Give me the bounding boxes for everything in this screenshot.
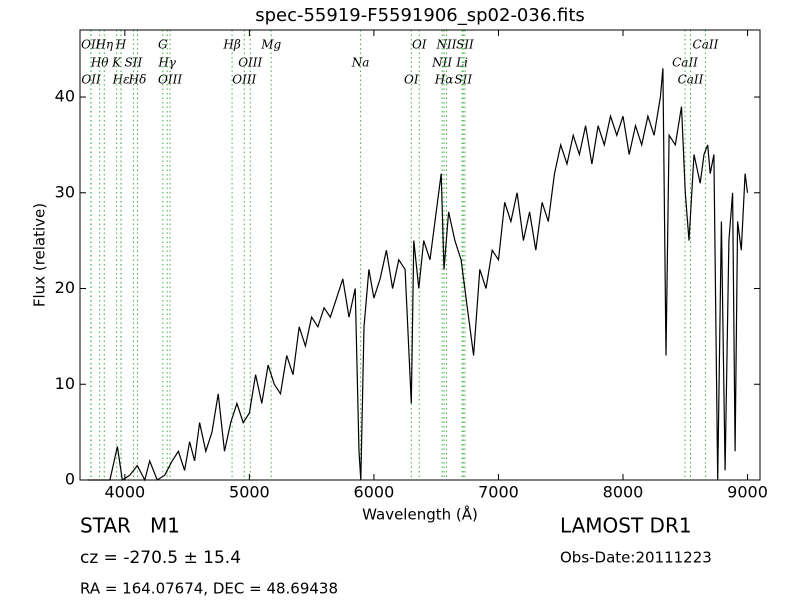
annotation: cz = -270.5 ± 15.4 [80,548,241,568]
spectral-line-label: Hθ [90,56,109,70]
spectral-line-label: G [158,38,168,52]
annotation: STAR M1 [80,514,180,538]
spectral-line-label: OI [404,73,419,87]
annotation: Obs-Date:20111223 [560,549,712,567]
spectral-line-label: Na [351,56,370,70]
y-tick-label: 40 [55,87,75,106]
annotation: LAMOST DR1 [560,514,692,538]
spectral-line-label: OI [412,38,427,52]
spectral-line-label: H [115,38,127,52]
y-tick-label: 20 [55,278,75,297]
x-tick-label: 6000 [354,483,395,502]
spectral-line-label: Hη [94,38,113,52]
spectral-line-label: CaII [693,38,719,52]
y-tick-label: 10 [55,374,75,393]
annotation: RA = 164.07674, DEC = 48.69438 [80,580,338,598]
spectral-line-label: Hγ [157,56,176,70]
spectral-line-label: Hβ [222,38,240,52]
spectral-line-label: Hδ [128,73,147,87]
spectral-line-label: OIII [238,56,262,70]
x-tick-label: 5000 [229,483,270,502]
x-tick-label: 8000 [603,483,644,502]
x-tick-label: 9000 [727,483,768,502]
spectral-line-label: CaII [678,73,704,87]
spectral-line-label: Hα [434,73,454,87]
spectral-line-label: NII [431,56,452,70]
x-tick-label: 4000 [104,483,145,502]
plot-frame [79,29,761,481]
chart-title: spec-55919-F5591906_sp02-036.fits [255,5,585,26]
spectral-line-label: OIII [158,73,182,87]
spectral-line-label: OII [81,73,101,87]
spectral-line-label: Mg [260,38,281,52]
spectral-line-label: SII [456,38,474,52]
spectral-line-label: SII [125,56,143,70]
x-tick-label: 7000 [478,483,519,502]
spectral-line-label: CaII [672,56,698,70]
spectrum-line [87,68,749,482]
spectral-line-label: OIII [232,73,256,87]
y-axis-label: Flux (relative) [31,203,49,307]
spectral-line-label: SII [454,73,472,87]
spectral-line-label: NII [436,38,457,52]
x-axis-label: Wavelength (Å) [362,505,478,524]
spectral-line-label: Li [455,56,468,70]
spectral-line-label: K [111,56,122,70]
y-tick-label: 0 [65,470,75,489]
y-tick-label: 30 [55,182,75,201]
